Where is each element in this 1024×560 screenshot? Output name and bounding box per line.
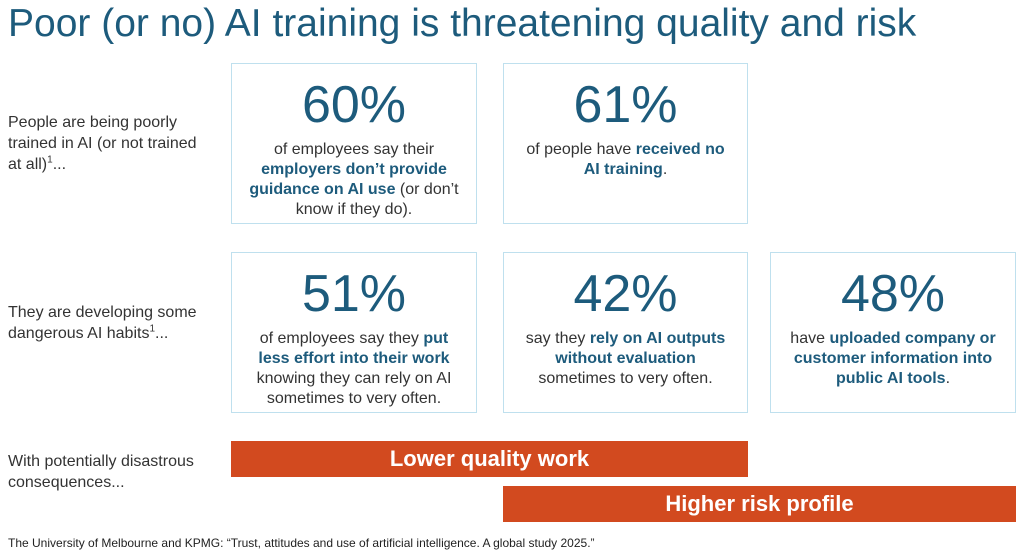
stat-value: 51%	[301, 265, 407, 323]
emphasis: received no AI training	[583, 141, 725, 178]
text-run: People are being poorly trained in AI (o…	[8, 114, 197, 173]
footnote: The University of Melbourne and KPMG: “T…	[8, 536, 595, 550]
text-run: of people have	[526, 141, 636, 158]
stat-description: of employees say their employers don’t p…	[246, 140, 462, 220]
text-run: say they	[525, 330, 590, 347]
consequence-bar: Lower quality work	[231, 441, 748, 477]
stat-description: have uploaded company or customer inform…	[785, 329, 1001, 389]
stat-description: of people have received no AI training.	[518, 140, 733, 180]
stat-description: of employees say they put less effort in…	[246, 329, 462, 409]
emphasis: put less effort into their work	[258, 330, 450, 367]
stat-card: 60% of employees say their employers don’…	[231, 63, 477, 224]
text-run: ...	[155, 325, 169, 342]
stat-card: 61% of people have received no AI trainin…	[503, 63, 748, 224]
stat-value: 48%	[840, 265, 946, 323]
superscript: 1	[47, 154, 53, 166]
text-run: ...	[52, 156, 67, 173]
text-run: have	[790, 330, 830, 347]
text-run: .	[945, 370, 951, 387]
text-run: sometimes to very often.	[538, 370, 713, 387]
superscript: 1	[149, 323, 155, 335]
text-run: knowing they can rely on AI sometimes to…	[256, 370, 452, 407]
text-run: of employees say they	[259, 330, 424, 347]
stat-card: 48% have uploaded company or customer inf…	[770, 252, 1016, 413]
row-label: They are developing some dangerous AI ha…	[8, 302, 208, 344]
row-label: With potentially disastrous consequences…	[8, 451, 208, 493]
row-label: People are being poorly trained in AI (o…	[8, 112, 208, 175]
text-run: .	[662, 161, 668, 178]
text-run: They are developing some dangerous AI ha…	[8, 304, 197, 342]
slide-title: Poor (or no) AI training is threatening …	[8, 2, 917, 45]
text-run: of employees say their	[273, 141, 435, 158]
stat-value: 42%	[573, 265, 678, 323]
emphasis: employers don’t provide guidance on AI u…	[249, 161, 447, 198]
emphasis: rely on AI outputs without evaluation	[555, 330, 726, 367]
stat-card: 42% say they rely on AI outputs without e…	[503, 252, 748, 413]
stat-value: 60%	[301, 76, 407, 134]
stat-value: 61%	[573, 76, 678, 134]
text-run: (or don’t know if they do).	[295, 181, 459, 218]
consequence-bar: Higher risk profile	[503, 486, 1016, 522]
text-run: With potentially disastrous consequences…	[8, 453, 194, 491]
stat-card: 51% of employees say they put less effort…	[231, 252, 477, 413]
stat-description: say they rely on AI outputs without eval…	[518, 329, 733, 389]
emphasis: uploaded company or customer information…	[793, 330, 996, 387]
